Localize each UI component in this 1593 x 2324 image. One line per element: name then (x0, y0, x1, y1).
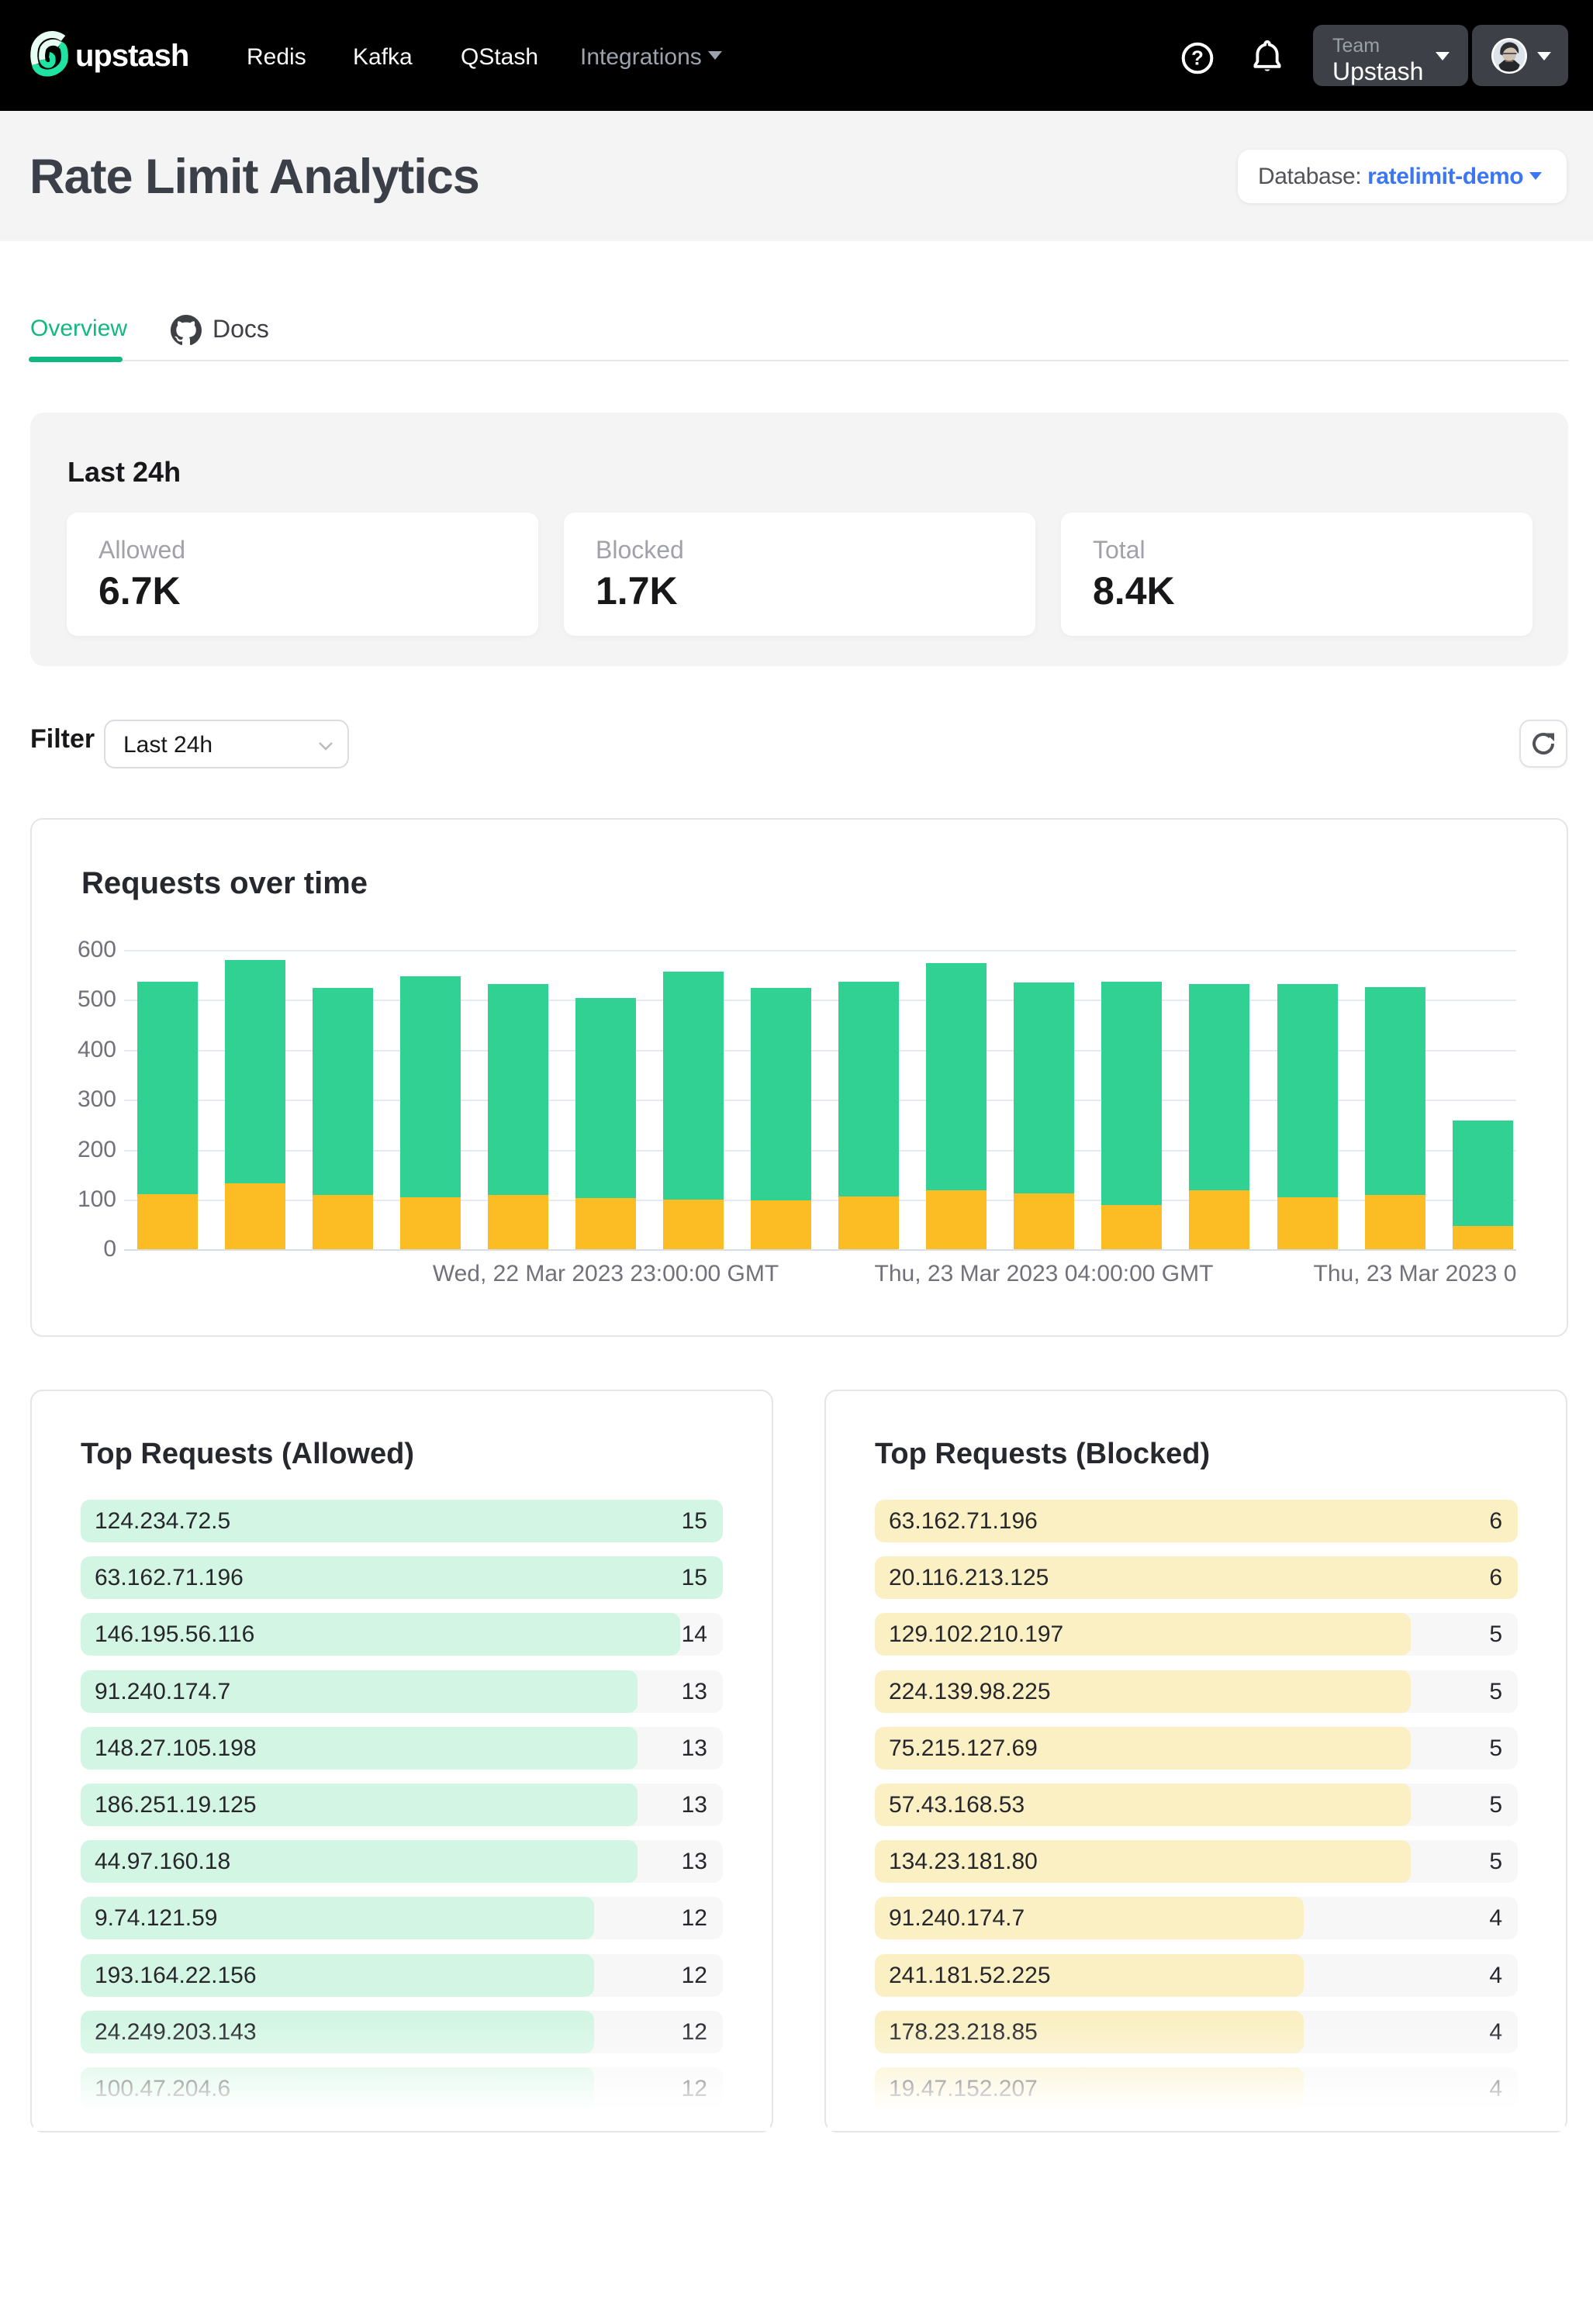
svg-text:?: ? (1191, 47, 1204, 70)
